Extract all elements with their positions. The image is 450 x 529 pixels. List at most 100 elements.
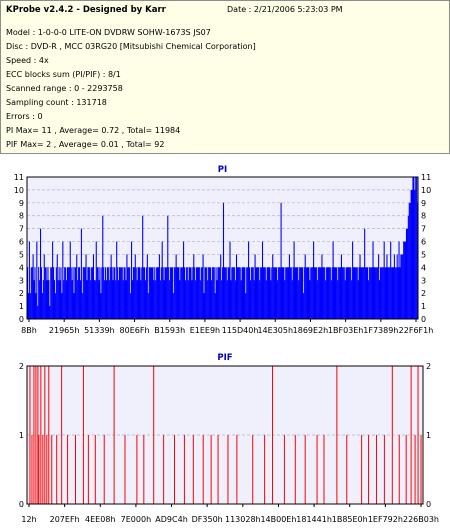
pi-xtick-label: 1F7389h	[363, 326, 398, 335]
pi-bar	[230, 280, 232, 319]
pi-bar	[389, 267, 391, 319]
pi-bar	[345, 267, 347, 319]
pi-bar	[347, 267, 349, 319]
pi-bar	[40, 267, 43, 319]
pi-bar	[53, 280, 56, 319]
pi-summary: PI Max= 11 , Average= 0.72 , Total= 1198…	[6, 126, 181, 135]
pi-bar	[405, 241, 407, 319]
disc-info: Disc : DVD-R , MCC 03RG20 [Mitsubishi Ch…	[6, 42, 256, 51]
pi-bar	[27, 293, 30, 319]
pi-bar	[374, 267, 376, 319]
pi-plot-frame	[26, 176, 419, 320]
pi-bar	[144, 267, 146, 319]
pi-bar	[91, 267, 93, 319]
pi-bar	[362, 267, 364, 319]
pi-bar	[145, 267, 147, 319]
pif-ytick-left: 0	[19, 500, 24, 509]
pi-bar	[164, 267, 166, 319]
pi-bar	[43, 254, 45, 319]
pi-chart-panel: PI 0 0 1 1 2 2 3 3 4 4 5 5 6 6 7 7 8 8 9 9 10 10 11 11 8Bh 21965h 5…	[0, 156, 450, 340]
pi-ytick-right: 8	[421, 212, 426, 221]
pi-bar	[219, 267, 221, 319]
pi-xtick-label: 115D40h	[222, 326, 259, 335]
pif-xtick-label: 7E000h	[121, 515, 151, 524]
pi-bar	[401, 254, 403, 319]
pi-bar	[292, 267, 294, 319]
pi-bar	[323, 267, 325, 319]
pi-bar	[348, 267, 350, 319]
pi-bar	[404, 241, 406, 319]
pi-bar	[370, 267, 372, 319]
pi-bar	[157, 267, 160, 319]
pi-bar	[161, 241, 163, 319]
pi-bar	[209, 267, 212, 319]
pi-bar	[377, 267, 379, 319]
pi-bar	[217, 267, 219, 319]
pi-bar	[264, 267, 266, 319]
pi-bar	[82, 267, 84, 319]
pi-bar	[156, 267, 158, 319]
pi-bar	[335, 267, 337, 319]
pi-bar	[179, 280, 181, 319]
pi-bar	[366, 267, 368, 319]
pi-bar	[70, 267, 72, 319]
pi-bar	[190, 267, 192, 319]
pi-bar	[191, 280, 193, 319]
pi-bar	[274, 267, 276, 319]
pi-bar	[282, 267, 284, 319]
pi-bar	[315, 267, 317, 319]
pi-bar	[71, 280, 73, 319]
pi-bar	[105, 267, 107, 319]
pi-bar	[170, 267, 173, 319]
pi-bar	[67, 267, 69, 319]
pi-ytick-left: 10	[14, 186, 24, 195]
pi-bar	[143, 267, 145, 319]
pif-xtick-label: 207EFh	[50, 515, 80, 524]
pi-bar	[379, 267, 381, 319]
pi-bar	[267, 267, 269, 319]
pi-bar	[126, 254, 128, 319]
pi-bar	[269, 267, 271, 319]
pi-bar	[193, 254, 195, 319]
pi-bar	[332, 241, 334, 319]
pi-bar	[35, 293, 37, 319]
pi-bar	[358, 267, 360, 319]
ecc-blocks-sum: ECC blocks sum (PI/PIF) : 8/1	[6, 70, 121, 79]
pi-bar	[276, 280, 278, 319]
pi-ytick-right: 0	[421, 315, 426, 324]
pi-xtick-label: 21965h	[49, 326, 80, 335]
pi-bar	[248, 241, 250, 319]
pi-bar	[197, 267, 199, 319]
pi-xtick-label: 22F6F1h	[399, 326, 434, 335]
pi-bar	[372, 241, 374, 319]
pi-chart-title: PI	[218, 165, 227, 175]
pi-bar	[365, 267, 368, 319]
pi-ytick-left: 9	[19, 199, 24, 208]
pi-bar	[410, 189, 412, 319]
pi-bar	[298, 280, 300, 319]
pi-bar	[394, 267, 396, 319]
pi-bar	[268, 267, 270, 319]
pi-bar	[157, 267, 159, 319]
pif-xtick-label: 113028h	[225, 515, 261, 524]
pif-xtick-label: AD9C4h	[155, 515, 187, 524]
error-count: Errors : 0	[6, 112, 43, 121]
pi-bar	[183, 241, 185, 319]
pi-bar	[257, 267, 259, 319]
pi-bar	[147, 293, 149, 319]
pi-bar	[118, 267, 121, 319]
pi-bar	[395, 267, 397, 319]
pi-bar	[369, 267, 371, 319]
pi-bar	[41, 293, 43, 319]
scanned-range: Scanned range : 0 - 2293758	[6, 84, 123, 93]
pi-bar	[141, 267, 143, 319]
pi-bar	[127, 267, 129, 319]
pi-bar	[301, 267, 303, 319]
pi-bar	[367, 280, 369, 319]
pi-bar	[150, 267, 152, 319]
pi-bar	[66, 267, 69, 319]
pi-bar	[316, 280, 318, 319]
pi-bar	[300, 267, 302, 319]
pif-ytick-right: 0	[426, 500, 431, 509]
pi-bar	[408, 202, 410, 319]
